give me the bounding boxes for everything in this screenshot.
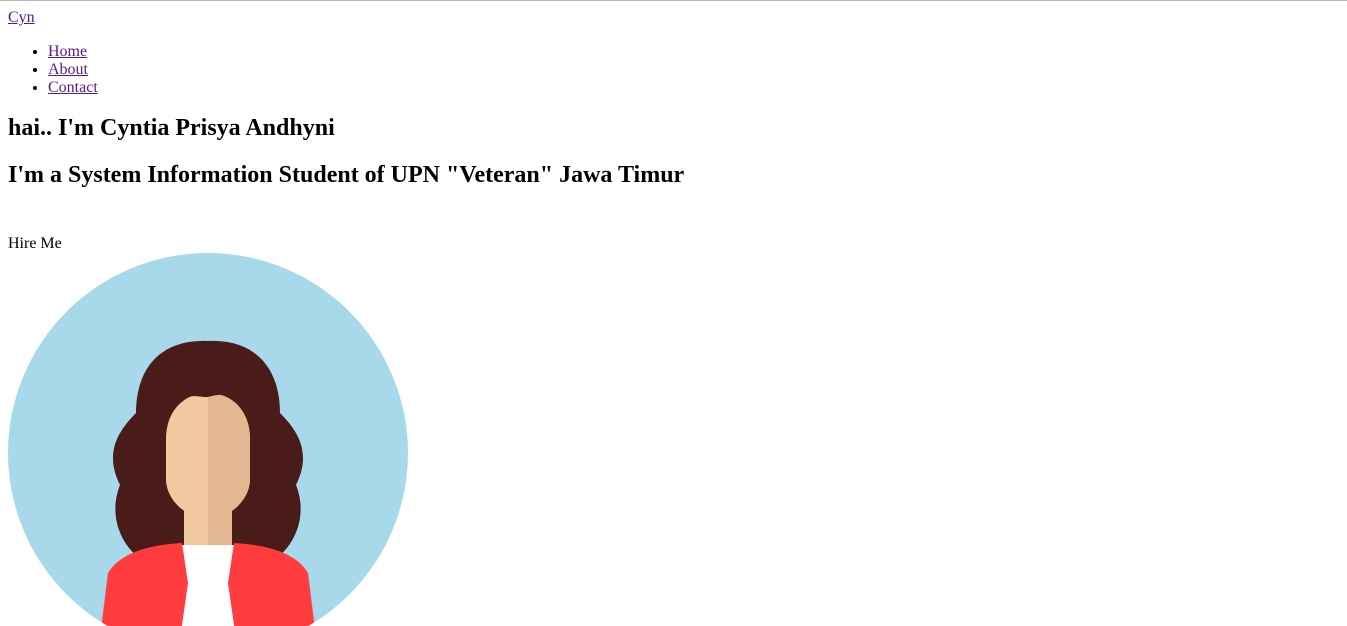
nav-item-home: Home: [48, 43, 1339, 61]
face-shadow: [208, 393, 250, 519]
avatar-illustration: [8, 253, 408, 626]
nav-item-about: About: [48, 61, 1339, 79]
hero-subtitle: I'm a System Information Student of UPN …: [8, 162, 685, 188]
hero-section: hai.. I'm Cyntia Prisya Andhyni I'm a Sy…: [8, 114, 1339, 626]
hero-greeting: hai.. I'm Cyntia Prisya Andhyni: [8, 115, 335, 141]
nav-link-home[interactable]: Home: [48, 43, 88, 60]
brand-link[interactable]: Cyn: [8, 9, 35, 26]
hair-top: [147, 343, 269, 429]
window-top-border: [0, 0, 1347, 1]
nav-link-about[interactable]: About: [48, 61, 88, 78]
nav-list: Home About Contact: [8, 43, 1339, 97]
nav-link-contact[interactable]: Contact: [48, 79, 98, 96]
site-header: Cyn Home About Contact: [8, 0, 1339, 97]
shirt: [172, 545, 244, 626]
nav-item-contact: Contact: [48, 79, 1339, 97]
hire-me-text[interactable]: Hire Me: [8, 235, 62, 252]
